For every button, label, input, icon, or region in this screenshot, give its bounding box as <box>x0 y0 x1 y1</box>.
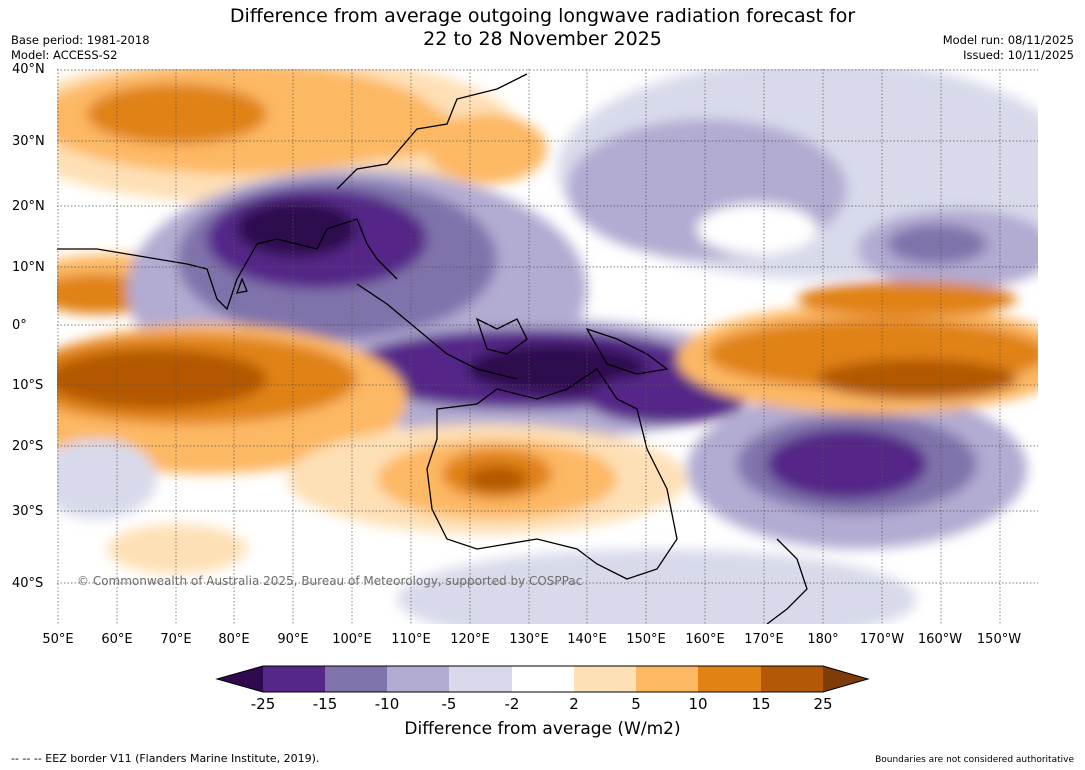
colorbar-tick-label: -15 <box>312 695 338 713</box>
lon-label-170e: 170°E <box>744 632 784 647</box>
colorbar-segment <box>574 666 636 692</box>
lat-label-40s: 40°S <box>12 576 44 591</box>
lat-label-40n: 40°N <box>12 62 45 77</box>
colorbar-segment <box>263 666 325 692</box>
colorbar-tick-label: 2 <box>569 695 579 713</box>
graticule <box>57 69 1038 624</box>
meta-left: Base period: 1981-2018 Model: ACCESS-S2 <box>11 33 150 63</box>
lon-label-140e: 140°E <box>567 632 607 647</box>
lon-label-150e: 150°E <box>626 632 666 647</box>
lon-label-100e: 100°E <box>332 632 372 647</box>
olr-anomaly-map <box>57 69 1038 624</box>
lat-label-0: 0° <box>12 318 27 333</box>
colorbar-tick-label: -2 <box>504 695 520 713</box>
map-canvas <box>57 69 1038 624</box>
colorbar-tick-label: -5 <box>441 695 457 713</box>
colorbar-tick-label: 25 <box>813 695 833 713</box>
lon-label-120e: 120°E <box>450 632 490 647</box>
colorbar-arrow-high <box>823 666 868 692</box>
lat-label-20s: 20°S <box>12 439 44 454</box>
title-line-1: Difference from average outgoing longwav… <box>229 5 856 27</box>
colorbar-segment <box>387 666 449 692</box>
colorbar-tick-label: 10 <box>688 695 708 713</box>
lon-label-160e: 160°E <box>685 632 725 647</box>
copyright-notice: © Commonwealth of Australia 2025, Bureau… <box>77 574 583 588</box>
eez-border-note: -- -- -- EEZ border V11 (Flanders Marine… <box>11 752 320 765</box>
model-name: Model: ACCESS-S2 <box>11 48 118 62</box>
colorbar <box>215 665 870 693</box>
lon-label-60e: 60°E <box>101 632 133 647</box>
meta-right: Model run: 08/11/2025 Issued: 10/11/2025 <box>943 33 1074 63</box>
title-line-2: 22 to 28 November 2025 <box>423 28 662 50</box>
colorbar-segment <box>636 666 698 692</box>
lat-label-20n: 20°N <box>12 199 45 214</box>
lon-label-130e: 130°E <box>509 632 549 647</box>
coastlines <box>57 73 808 624</box>
lon-label-160w: 160°W <box>917 632 963 647</box>
model-run: Model run: 08/11/2025 <box>942 33 1074 47</box>
lon-label-70e: 70°E <box>160 632 192 647</box>
colorbar-segment <box>325 666 387 692</box>
lat-label-30n: 30°N <box>12 134 45 149</box>
lat-label-10n: 10°N <box>12 260 45 275</box>
lon-label-50e: 50°E <box>42 632 74 647</box>
colorbar-tick-label: 5 <box>631 695 641 713</box>
lat-label-30s: 30°S <box>12 504 44 519</box>
anomaly-shading <box>57 69 1038 624</box>
boundaries-disclaimer: Boundaries are not considered authoritat… <box>875 755 1074 765</box>
colorbar-segment <box>698 666 761 692</box>
lon-label-90e: 90°E <box>277 632 309 647</box>
colorbar-tick-label: -10 <box>374 695 400 713</box>
colorbar-segment <box>512 666 574 692</box>
colorbar-title: Difference from average (W/m2) <box>404 719 681 739</box>
issued-date: Issued: 10/11/2025 <box>963 48 1074 62</box>
colorbar-arrow-low <box>217 666 263 692</box>
colorbar-segment <box>449 666 512 692</box>
base-period: Base period: 1981-2018 <box>11 33 150 47</box>
colorbar-tick-label: -25 <box>250 695 276 713</box>
lon-label-150w: 150°W <box>976 632 1022 647</box>
lon-label-80e: 80°E <box>218 632 250 647</box>
colorbar-segment <box>761 666 823 692</box>
colorbar-tick-label: 15 <box>751 695 771 713</box>
lon-label-170w: 170°W <box>859 632 905 647</box>
lon-label-110e: 110°E <box>391 632 431 647</box>
lon-label-180: 180° <box>807 632 839 647</box>
lat-label-10s: 10°S <box>12 378 44 393</box>
map-title: Difference from average outgoing longwav… <box>0 5 1085 51</box>
